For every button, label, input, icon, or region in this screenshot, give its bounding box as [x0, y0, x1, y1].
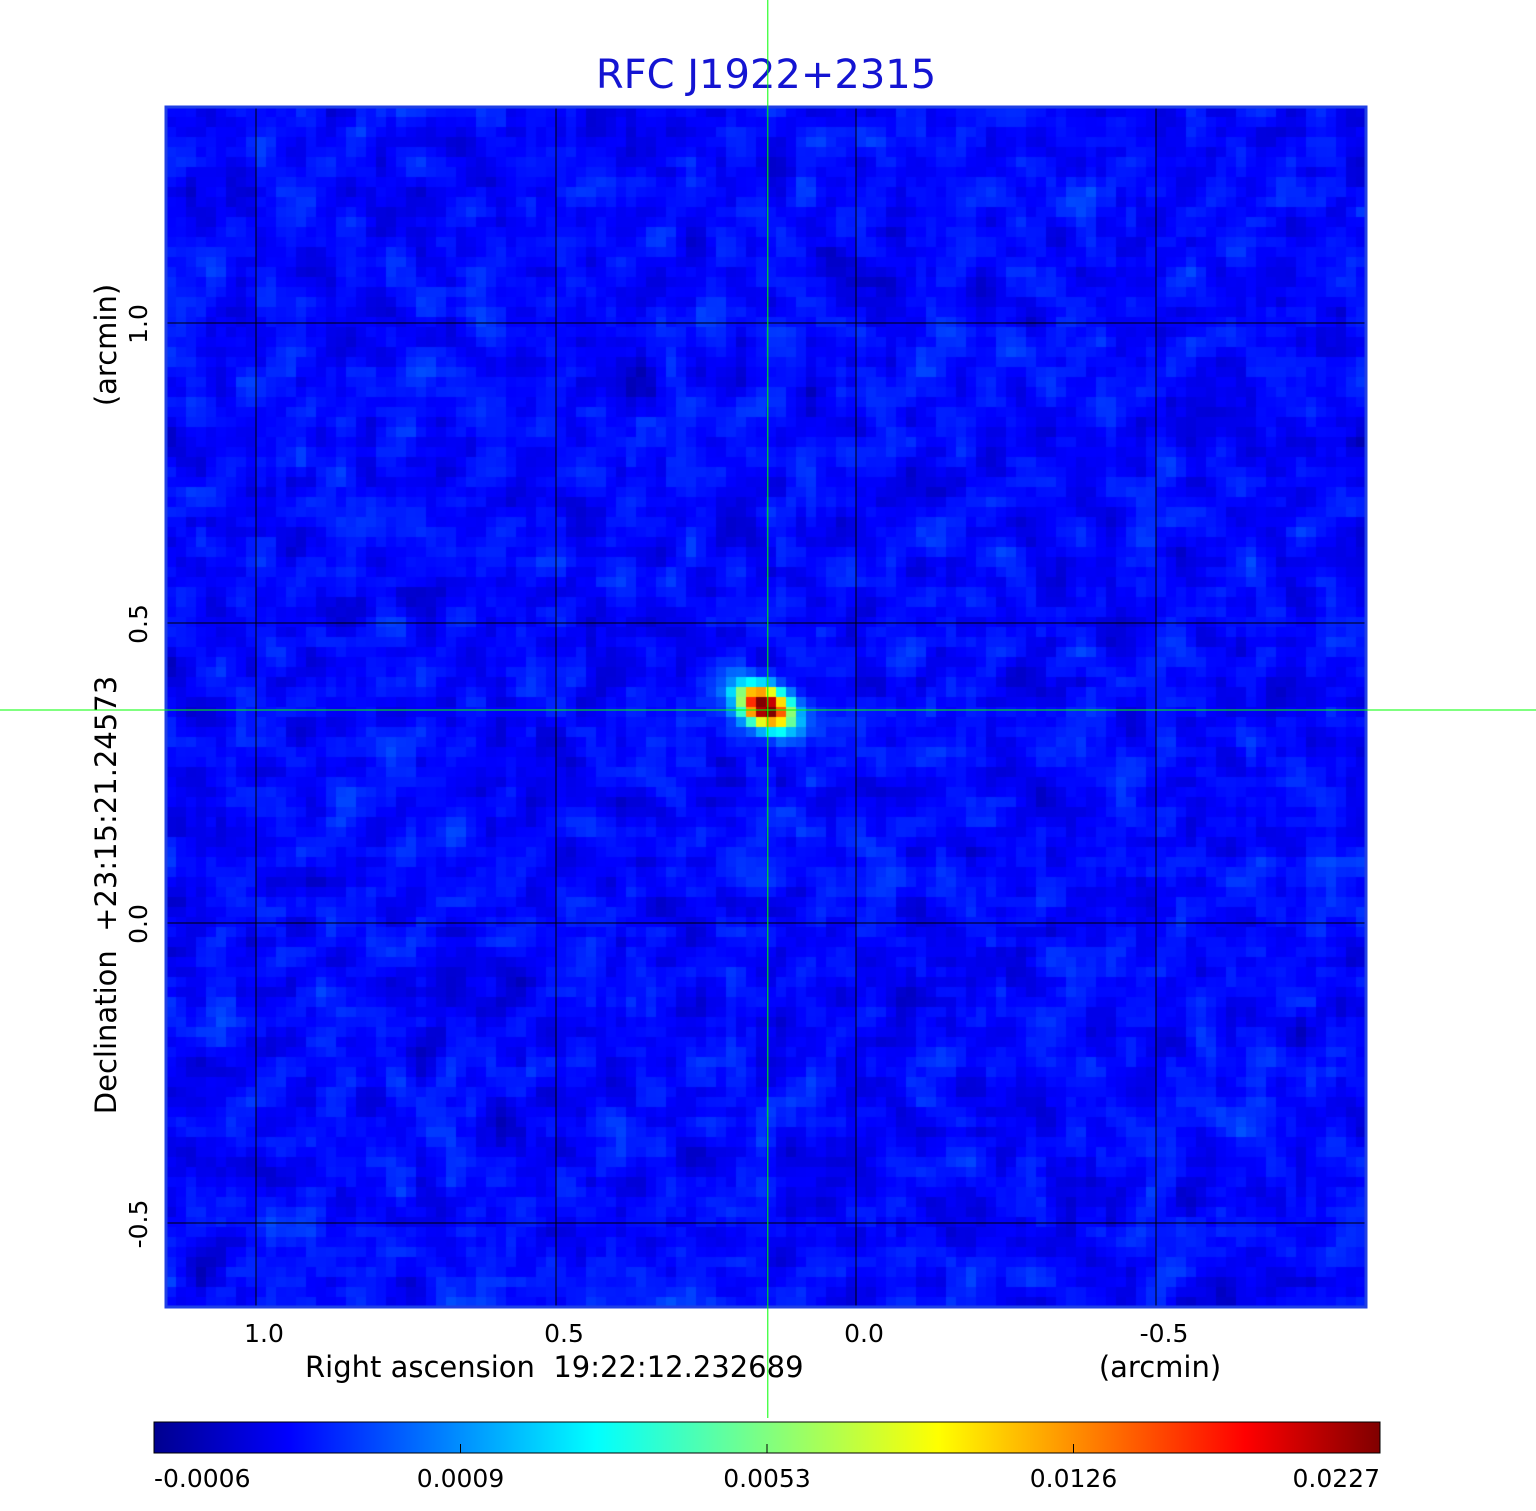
y-tick-label: 1.0: [124, 304, 153, 344]
y-axis-unit: (arcmin): [89, 284, 123, 406]
colorbar-tick-label: 0.0053: [723, 1464, 810, 1493]
x-axis-unit: (arcmin): [1099, 1350, 1221, 1384]
image-map: [166, 107, 1366, 1307]
grid-lines: [166, 107, 1366, 1307]
y-axis-label: Declination +23:15:21.24573: [89, 676, 123, 1114]
colorbar-tick-label: 0.0227: [1293, 1464, 1380, 1493]
chart-title: RFC J1922+2315: [596, 52, 936, 98]
intensity-map: [166, 107, 1366, 1307]
x-tick-labels: 1.0 0.5 0.0 -0.5: [244, 1319, 1188, 1348]
y-tick-label: 0.0: [124, 904, 153, 944]
x-tick-label: 0.5: [544, 1319, 584, 1348]
y-tick-label: -0.5: [124, 1200, 153, 1249]
colorbar-tick-label: -0.0006: [154, 1464, 251, 1493]
x-tick-label: -0.5: [1140, 1319, 1189, 1348]
plot-frame: [164, 105, 1368, 1309]
colorbar-tick-labels: -0.0006 0.0009 0.0053 0.0126 0.0227: [153, 1444, 1381, 1493]
crosshair: [0, 0, 1536, 1418]
x-axis-label: Right ascension 19:22:12.232689: [305, 1350, 804, 1384]
colorbar-tick-label: 0.0126: [1030, 1464, 1117, 1493]
x-tick-label: 0.0: [844, 1319, 884, 1348]
y-tick-labels: 1.0 0.5 0.0 -0.5: [124, 304, 153, 1248]
y-tick-label: 0.5: [124, 604, 153, 644]
x-tick-label: 1.0: [244, 1319, 284, 1348]
colorbar-tick-label: 0.0009: [417, 1464, 504, 1493]
